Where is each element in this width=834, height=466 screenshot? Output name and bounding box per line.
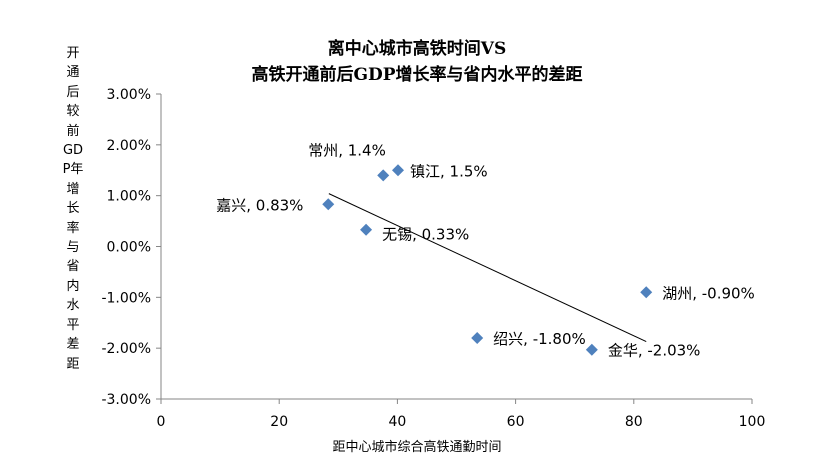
trendline	[328, 193, 647, 343]
data-point-marker	[322, 198, 335, 211]
x-tick-label: 0	[157, 414, 166, 430]
x-tick-label: 100	[739, 414, 766, 430]
x-tick-label: 60	[507, 414, 525, 430]
data-point-marker	[377, 169, 390, 182]
data-point-marker	[360, 223, 373, 236]
data-point-label: 常州, 1.4%	[308, 141, 386, 159]
x-tick-label: 20	[270, 414, 288, 430]
chart-title-line2: 高铁开通前后GDP增长率与省内水平的差距	[251, 65, 583, 85]
data-point-marker	[471, 332, 484, 344]
chart-title-line1: 离中心城市高铁时间VS	[327, 39, 507, 59]
data-point-label: 湖州, -0.90%	[662, 284, 755, 302]
x-tick-label: 80	[625, 414, 643, 430]
data-point-label: 镇江, 1.5%	[410, 162, 488, 180]
y-tick-label: -3.00%	[101, 392, 151, 408]
data-point-marker	[640, 286, 653, 299]
y-tick-label: -1.00%	[101, 290, 151, 306]
data-point-label: 绍兴, -1.80%	[493, 330, 586, 348]
data-point-marker	[585, 343, 598, 356]
data-point-label: 无锡, 0.33%	[382, 226, 469, 244]
y-axis-label: 开通后较前GDP年增长率与省内水平差距	[62, 46, 84, 372]
x-tick-label: 40	[388, 414, 406, 430]
y-tick-label: 1.00%	[107, 189, 151, 205]
y-tick-label: 3.00%	[107, 87, 151, 103]
x-axis-label: 距中心城市综合高铁通勤时间	[332, 440, 502, 455]
data-point-label: 嘉兴, 0.83%	[216, 196, 303, 214]
y-tick-label: 0.00%	[107, 240, 151, 256]
data-point-marker	[391, 164, 404, 177]
data-point-label: 金华, -2.03%	[608, 342, 701, 360]
y-tick-label: -2.00%	[101, 341, 151, 357]
y-tick-label: 2.00%	[107, 138, 151, 154]
